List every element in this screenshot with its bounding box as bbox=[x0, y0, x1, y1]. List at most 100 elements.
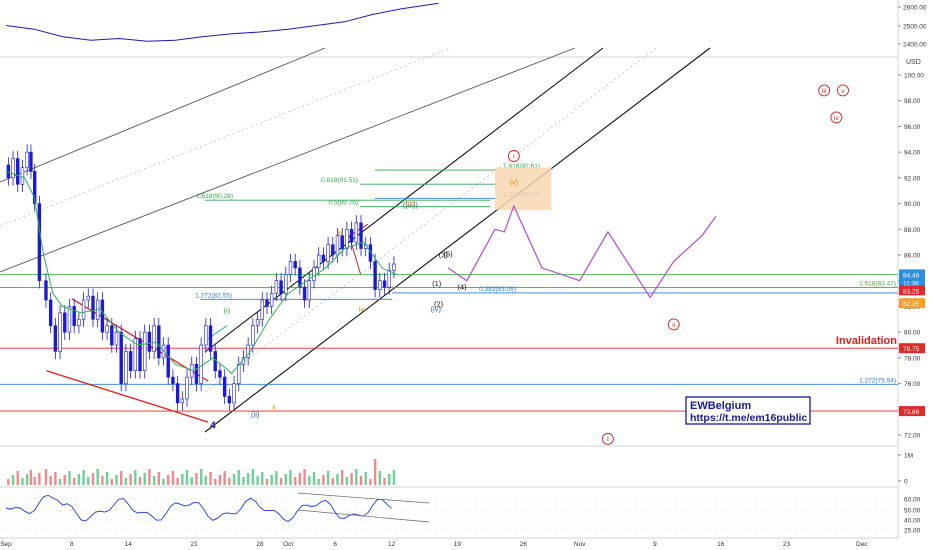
candle-body bbox=[72, 306, 76, 327]
price-tick-label: 76.00 bbox=[904, 381, 921, 388]
moving-average-path bbox=[5, 170, 397, 374]
volume-bar bbox=[105, 472, 109, 485]
volume-bar bbox=[383, 478, 386, 485]
candle-body bbox=[175, 383, 180, 404]
circled-label-text: v bbox=[841, 88, 845, 95]
wave-label: (3) bbox=[439, 251, 449, 260]
candle-body bbox=[227, 396, 232, 404]
lower-level-badge: 73.86 bbox=[903, 409, 920, 416]
wave-label: 4 bbox=[210, 421, 216, 432]
brand-box[interactable]: EWBelgium https://t.me/em16public bbox=[685, 396, 811, 425]
candle-body bbox=[185, 376, 189, 400]
moving-average-line bbox=[5, 170, 397, 374]
candle-body bbox=[265, 299, 269, 307]
volume-bar bbox=[195, 473, 198, 485]
price-candles bbox=[6, 144, 396, 411]
volume-bar bbox=[44, 469, 48, 485]
current-price-badge: 84.49 bbox=[903, 272, 920, 279]
candle-body bbox=[279, 280, 283, 294]
wave-label: (2) bbox=[434, 299, 444, 308]
volume-bar bbox=[120, 471, 123, 485]
time-tick-label: 28 bbox=[256, 541, 264, 548]
volume-bar bbox=[16, 471, 19, 485]
candle-body bbox=[157, 325, 161, 359]
volume-bar bbox=[54, 472, 57, 485]
candle-body bbox=[63, 312, 67, 333]
volume-bar bbox=[392, 470, 396, 485]
candle-body bbox=[100, 299, 105, 333]
time-tick-label: 9 bbox=[653, 541, 657, 548]
price-tick-label: 90.00 bbox=[904, 201, 921, 208]
candle-body bbox=[302, 286, 307, 301]
circled-label-text: I bbox=[607, 436, 609, 443]
volume-bar bbox=[270, 475, 273, 485]
main-price-panel[interactable]: 1.618(83.47) 0.382(83.05) 1.272(75.94) 1.27… bbox=[0, 47, 898, 445]
candle-body bbox=[359, 222, 363, 249]
volume-bar bbox=[336, 474, 339, 485]
volume-bar bbox=[162, 479, 165, 485]
price-tick-label: 98.00 bbox=[904, 98, 921, 105]
candle-body bbox=[269, 293, 274, 307]
time-tick-label: Dec bbox=[856, 541, 868, 548]
candle-body bbox=[378, 280, 382, 291]
volume-bar bbox=[345, 477, 349, 485]
candle-body bbox=[77, 318, 81, 327]
volume-bar bbox=[148, 469, 151, 485]
circled-label-text: iii bbox=[822, 88, 826, 95]
volume-bar bbox=[190, 477, 193, 485]
top-tick-label: 2400.00 bbox=[903, 42, 927, 49]
volume-tick-label: 0 bbox=[904, 479, 908, 486]
candle-body bbox=[194, 363, 199, 384]
circled-label-text: iv bbox=[834, 115, 839, 122]
candle-body bbox=[114, 331, 119, 346]
volume-bar bbox=[237, 470, 240, 485]
projection-line bbox=[447, 204, 717, 299]
candle-body bbox=[124, 351, 128, 384]
candle-body bbox=[81, 299, 86, 320]
volume-bar bbox=[138, 477, 142, 485]
volume-bar bbox=[388, 474, 391, 485]
invalidation-price-badge-bg bbox=[899, 343, 925, 354]
price-tick-label: 72.00 bbox=[904, 433, 921, 440]
level-badge-bg bbox=[899, 285, 925, 296]
circled-label-ring bbox=[837, 84, 849, 97]
volume-bar bbox=[152, 476, 156, 485]
time-tick-label: 14 bbox=[125, 541, 133, 548]
top-index-panel: 2600.00 2500.00 2400.00 bbox=[5, 2, 927, 49]
volume-bar bbox=[101, 476, 104, 485]
osc-tick-label: 50.00 bbox=[904, 508, 921, 515]
volume-bar bbox=[134, 470, 137, 485]
candle-body bbox=[128, 351, 133, 372]
volume-bar bbox=[312, 472, 316, 485]
volume-tick-label: 1M bbox=[904, 453, 913, 460]
candle-body bbox=[232, 383, 236, 404]
wave-label: iii bbox=[337, 229, 342, 238]
candle-body bbox=[91, 295, 95, 320]
wave-labels: 4(ii)(i)iiiiiiiv((iii))(iii)(iv)(1)(2)(3… bbox=[210, 177, 519, 431]
time-tick-label: Oct bbox=[283, 541, 293, 548]
time-axis[interactable]: Sep 8 14 21 28 Oct 6 12 19 26 Nov 9 16 23 Dec bbox=[0, 541, 868, 548]
circled-label-ring bbox=[667, 318, 680, 331]
top-tick-label: 2600.00 bbox=[903, 5, 927, 12]
wave-label: iv bbox=[359, 305, 365, 314]
volume-bar bbox=[96, 469, 99, 485]
invalidation-label: Invalidation bbox=[836, 335, 897, 347]
candle-body bbox=[86, 295, 90, 301]
volume-bar bbox=[143, 473, 146, 485]
price-tick-label: 96.00 bbox=[904, 124, 921, 131]
volume-bar bbox=[181, 474, 184, 485]
level-label: 1.272(75.94) bbox=[859, 377, 896, 384]
candle-body bbox=[20, 167, 25, 185]
level-label: 0.5(89.76) bbox=[328, 200, 358, 207]
brand-title: EWBelgium bbox=[690, 400, 751, 412]
time-tick-label: 21 bbox=[190, 541, 198, 548]
price-tick-label: 94.00 bbox=[904, 150, 921, 157]
projection-path bbox=[447, 204, 717, 299]
wave-label: i bbox=[259, 317, 261, 326]
brand-link[interactable]: https://t.me/em16public bbox=[690, 412, 807, 424]
candle-body bbox=[260, 299, 264, 320]
osc-trend-line bbox=[297, 492, 430, 504]
